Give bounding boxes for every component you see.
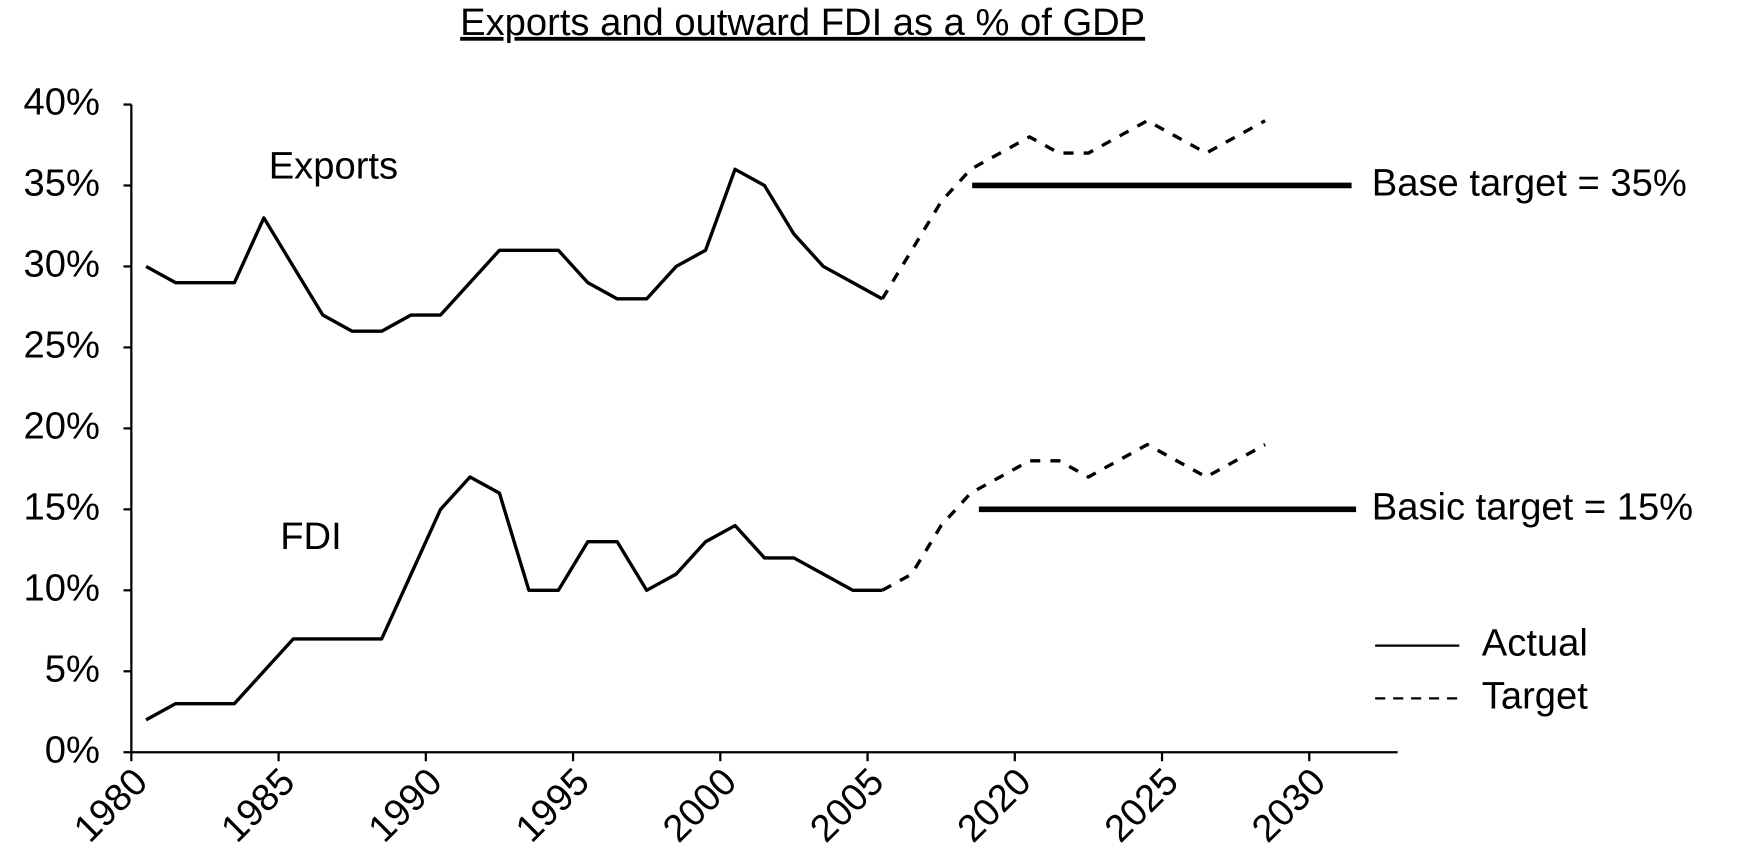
x-tick-label: 1995 [507,760,597,850]
y-tick-label: 5% [45,647,100,690]
legend-label: Actual [1482,622,1588,665]
target-level-label: Basic target = 15% [1372,485,1693,528]
y-tick-label: 40% [24,81,100,124]
y-tick-label: 25% [24,323,100,366]
y-tick-label: 35% [24,162,100,205]
chart-title: Exports and outward FDI as a % of GDP [460,1,1145,44]
target-level-label: Base target = 35% [1372,162,1687,205]
y-tick-label: 10% [24,566,100,609]
x-tick-label: 1980 [66,760,156,850]
legend-label: Target [1482,674,1588,717]
target-line [880,119,1266,300]
series-label: FDI [280,515,341,558]
actual-line [145,167,884,333]
x-tick-label: 2025 [1096,760,1186,850]
series-label: Exports [269,145,398,188]
y-tick-label: 15% [24,485,100,528]
actual-line [145,475,883,722]
y-tick-label: 0% [45,728,100,771]
x-tick-label: 2030 [1244,760,1334,850]
x-tick-label: 2000 [655,760,745,850]
x-tick-label: 1990 [360,760,450,850]
x-tick-label: 2020 [949,760,1039,850]
target-line [881,442,1266,592]
y-tick-label: 20% [24,404,100,447]
x-tick-label: 2005 [802,760,892,850]
y-tick-label: 30% [24,243,100,286]
x-tick-label: 1985 [213,760,303,850]
